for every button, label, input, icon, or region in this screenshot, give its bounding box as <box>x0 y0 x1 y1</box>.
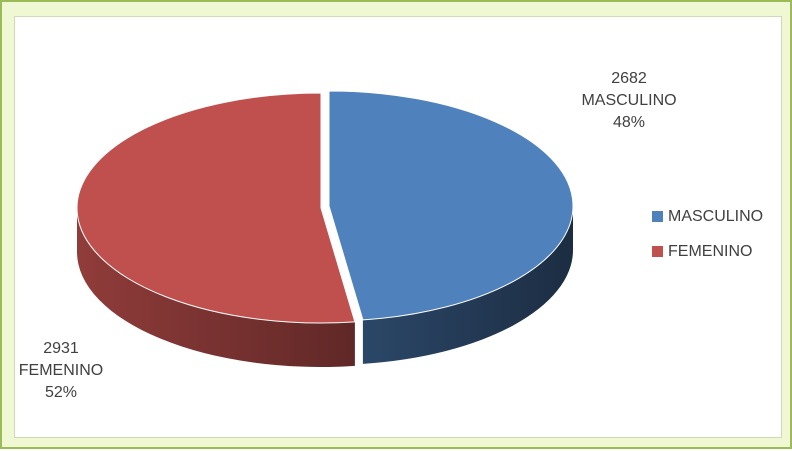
pie-slice-femenino <box>76 92 356 324</box>
data-label-femenino-name: FEMENINO <box>18 362 104 379</box>
data-label-masculino-value: 2682 <box>611 70 647 87</box>
data-label-masculino-name: MASCULINO <box>581 92 677 109</box>
data-label-femenino-value: 2931 <box>43 340 79 357</box>
legend-label-masculino: MASCULINO <box>668 207 764 225</box>
data-label-femenino: 2931 FEMENINO 52% <box>2 338 120 404</box>
legend-swatch-femenino <box>652 246 663 257</box>
legend-label-femenino: FEMENINO <box>668 242 753 260</box>
pie-slice-side-masculino <box>362 206 573 364</box>
data-label-masculino-percent: 48% <box>612 114 646 131</box>
data-label-femenino-percent: 52% <box>44 384 78 401</box>
pie-slice-masculino <box>328 90 574 321</box>
pie-slice-side-femenino <box>77 208 355 367</box>
legend: MASCULINO FEMENINO <box>652 205 763 275</box>
legend-item-femenino: FEMENINO <box>652 240 763 263</box>
data-label-masculino: 2682 MASCULINO 48% <box>564 68 694 134</box>
legend-item-masculino: MASCULINO <box>652 205 763 228</box>
legend-swatch-masculino <box>652 211 663 222</box>
